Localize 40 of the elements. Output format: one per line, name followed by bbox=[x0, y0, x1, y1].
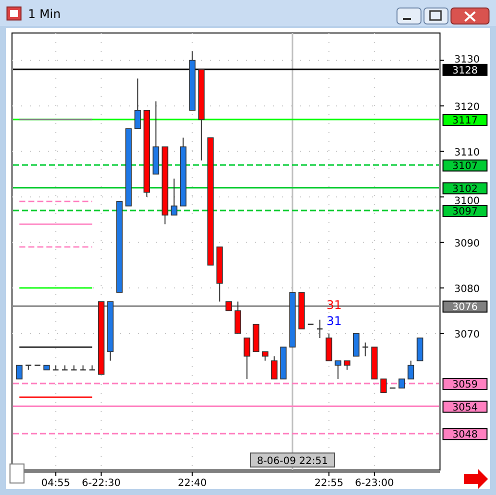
y-tick-label: 3110 bbox=[454, 147, 480, 158]
candlestick bbox=[408, 360, 414, 380]
ref-line-label: 3076 bbox=[452, 302, 478, 314]
y-tick-label: 3080 bbox=[454, 284, 480, 295]
x-tick-label: 22:40 bbox=[178, 478, 207, 489]
y-tick-label: 3090 bbox=[454, 238, 480, 250]
ref-line-label: 3097 bbox=[452, 206, 478, 218]
ref-line-label: 3102 bbox=[452, 184, 478, 195]
x-tick-label: 6-23:00 bbox=[355, 478, 394, 489]
annotation: 31 bbox=[326, 298, 342, 312]
candlestick bbox=[353, 333, 360, 357]
candlestick bbox=[234, 301, 242, 334]
candlestick bbox=[170, 178, 178, 216]
ref-line-label: 3117 bbox=[452, 115, 478, 126]
y-tick-label: 3070 bbox=[454, 329, 480, 340]
chart-title: 1 Min bbox=[28, 7, 61, 21]
candlestick bbox=[344, 360, 350, 370]
x-tick-label: 04:55 bbox=[41, 478, 70, 489]
x-tick-label: 22:55 bbox=[314, 478, 344, 489]
y-tick-label: 3130 bbox=[454, 54, 480, 66]
ref-line-label: 3048 bbox=[452, 430, 478, 441]
x-tick-label: 8-06-09 22:51 bbox=[256, 456, 328, 467]
candlestick bbox=[380, 378, 387, 394]
y-tick-label: 3100 bbox=[454, 196, 480, 207]
candlestick bbox=[326, 332, 332, 362]
candlestick bbox=[134, 78, 141, 130]
annotation: 31 bbox=[326, 314, 342, 328]
candlestick bbox=[271, 356, 278, 380]
candlestick bbox=[244, 337, 250, 380]
candlestick bbox=[226, 301, 232, 312]
candlestick bbox=[398, 378, 405, 388]
ref-line-label: 3059 bbox=[452, 380, 478, 391]
candlestick bbox=[416, 338, 424, 362]
ref-line-label: 3128 bbox=[452, 65, 478, 76]
x-tick-label: 6-22:30 bbox=[82, 478, 121, 489]
ref-line-label: 3054 bbox=[452, 402, 478, 414]
y-tick-label: 3120 bbox=[454, 102, 480, 113]
candlestick bbox=[16, 364, 23, 380]
candlestick bbox=[262, 351, 268, 362]
ref-line-label: 3107 bbox=[452, 161, 478, 172]
